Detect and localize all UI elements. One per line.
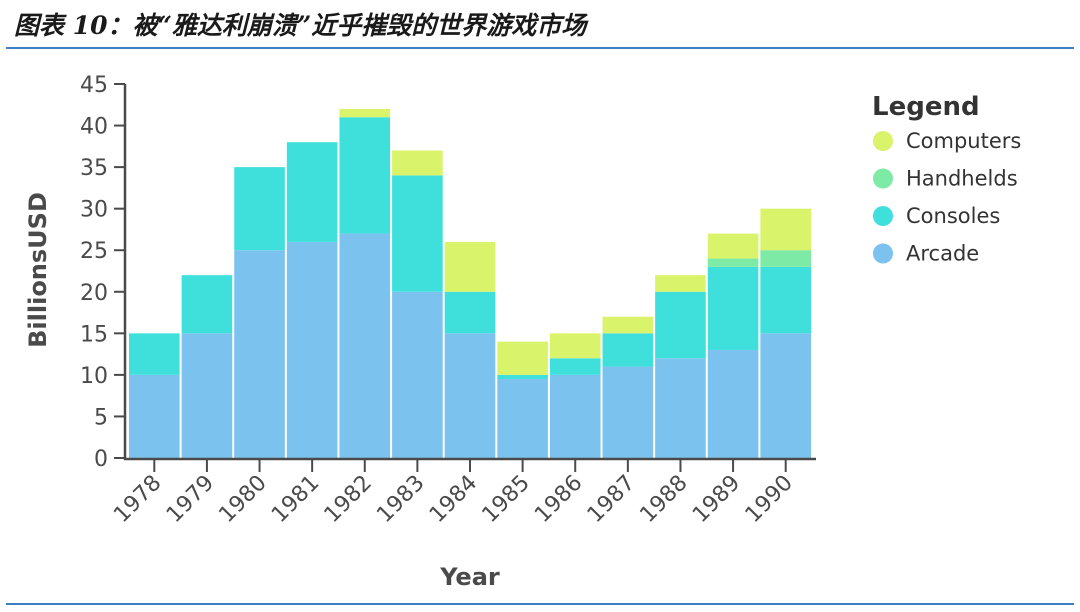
bar-consoles-1979 [181,275,233,334]
y-tick-label-25: 25 [80,239,108,264]
x-tick-label-1980: 1980 [215,471,272,528]
y-tick-label-10: 10 [80,364,108,389]
bar-computers-1990 [760,208,811,251]
x-tick-label-1983: 1983 [372,471,429,528]
bar-arcade-1983 [392,291,443,458]
y-tick-label-35: 35 [80,156,108,181]
bar-arcade-1978 [129,374,180,458]
legend-title: Legend [872,92,980,122]
y-tick-label-0: 0 [94,447,108,472]
x-tick-label-1982: 1982 [320,471,377,528]
x-tick-label-1985: 1985 [478,471,535,528]
legend-label-handhelds: Handhelds [906,167,1018,191]
bar-consoles-1987 [602,333,654,367]
y-tick-label-5: 5 [94,405,108,430]
y-tick-label-45: 45 [80,73,108,98]
x-axis-title: Year [439,563,500,591]
bar-consoles-1981 [286,142,338,242]
bar-consoles-1982 [339,117,391,234]
bar-consoles-1988 [655,291,706,359]
bar-computers-1989 [707,233,759,259]
bar-computers-1983 [392,150,443,176]
bar-arcade-1989 [707,349,759,458]
bar-arcade-1990 [760,333,811,458]
x-tick-label-1984: 1984 [425,471,482,528]
bar-consoles-1984 [444,291,496,334]
bar-arcade-1979 [181,333,233,458]
bar-consoles-1989 [707,266,759,350]
x-tick-label-1986: 1986 [530,471,587,528]
x-tick-label-1979: 1979 [162,471,219,528]
bar-consoles-1983 [392,175,443,292]
x-tick-label-1990: 1990 [741,471,798,528]
bar-arcade-1985 [497,379,548,458]
legend-swatch-arcade [873,243,893,264]
bar-computers-1984 [444,241,496,292]
y-tick-label-20: 20 [80,281,108,306]
bar-consoles-1978 [129,333,180,375]
bar-arcade-1984 [444,333,496,458]
y-tick-label-30: 30 [80,198,108,223]
x-tick-label-1978: 1978 [109,471,166,528]
x-tick-label-1987: 1987 [583,471,640,528]
bar-computers-1986 [549,333,601,359]
bar-handhelds-1990 [760,250,811,267]
legend-swatch-consoles [873,206,893,226]
x-tick-label-1981: 1981 [267,471,324,528]
bottom-rule [6,603,1074,605]
bar-consoles-1985 [497,374,548,380]
title-rule [6,47,1074,49]
x-tick-label-1988: 1988 [635,471,692,528]
y-tick-label-40: 40 [80,115,108,140]
bar-consoles-1990 [760,266,811,334]
bar-arcade-1981 [286,241,338,458]
y-tick-label-15: 15 [80,322,108,347]
bar-computers-1987 [602,316,654,334]
bar-computers-1988 [655,275,706,292]
figure-title: 图表 10：被“雅达利崩溃”近乎摧毁的世界游戏市场 [14,11,587,40]
legend-label-arcade: Arcade [906,242,979,266]
bar-computers-1985 [497,341,548,375]
x-tick-label-1989: 1989 [688,471,745,528]
bar-arcade-1986 [549,374,601,458]
bar-arcade-1980 [234,250,285,458]
bar-arcade-1987 [602,366,654,458]
legend-label-consoles: Consoles [906,204,1000,228]
legend-swatch-computers [873,131,893,151]
legend-swatch-handhelds [873,168,893,189]
bar-computers-1982 [339,108,391,118]
bar-handhelds-1989 [707,258,759,267]
bar-arcade-1982 [339,233,391,458]
y-axis-title: BillionsUSD [24,192,52,348]
bar-consoles-1986 [549,358,601,375]
bar-consoles-1980 [234,167,285,251]
legend-label-computers: Computers [906,129,1021,153]
bar-arcade-1988 [655,358,706,458]
